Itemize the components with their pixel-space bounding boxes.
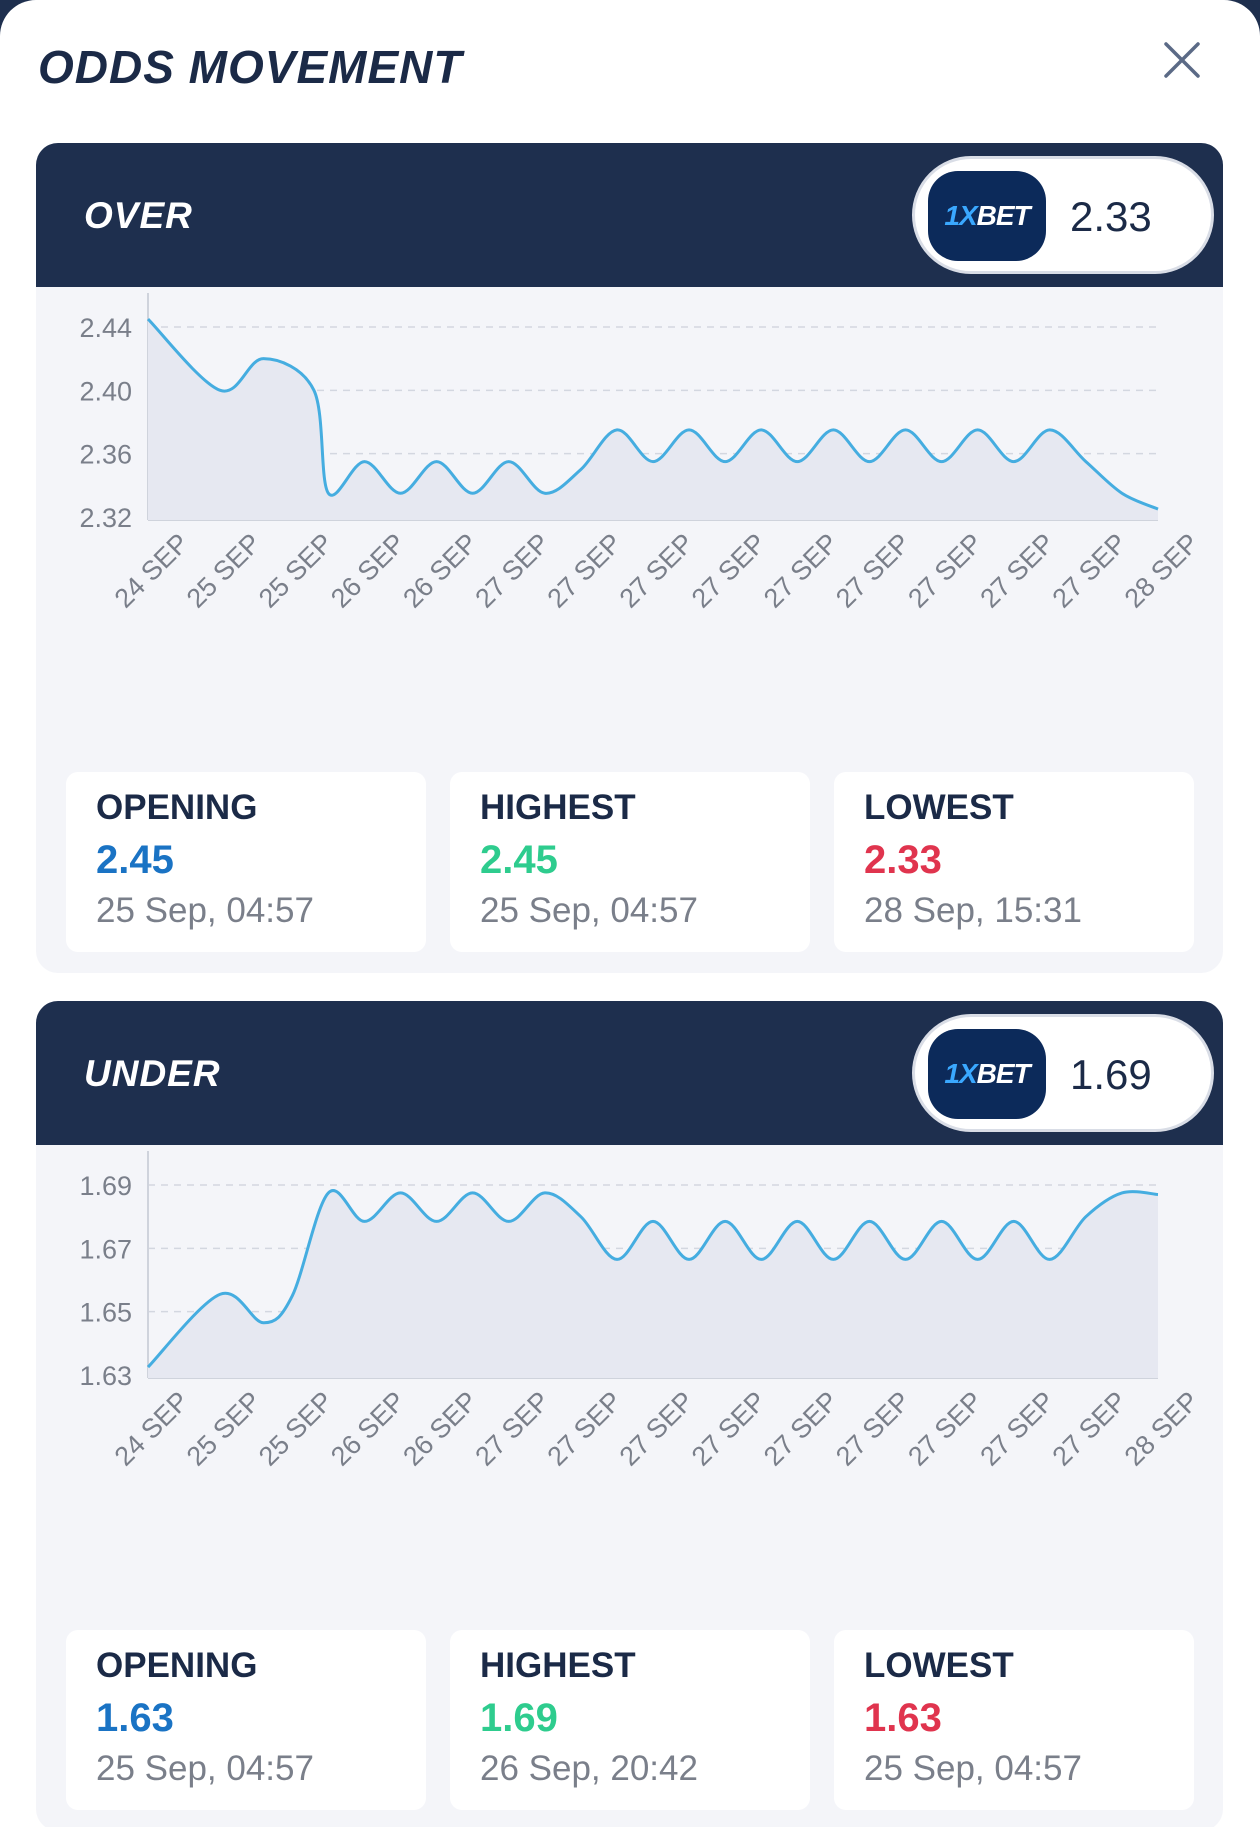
x-tick-label: 25 SEP <box>253 1386 339 1472</box>
highest-date: 25 Sep, 04:57 <box>480 891 698 930</box>
close-icon <box>1164 42 1200 78</box>
close-button[interactable] <box>1158 36 1206 84</box>
over-odds-pill[interactable]: 1XBET 2.33 <box>912 156 1214 274</box>
under-chart: 1.69 1.67 1.65 1.63 24 SEP 25 SEP 25 SEP 26 SEP… <box>36 1145 1223 1595</box>
y-tick-label: 1.63 <box>79 1361 132 1391</box>
over-label: OVER <box>84 195 193 236</box>
over-odds-value: 2.33 <box>1070 193 1152 240</box>
x-tick-label: 27 SEP <box>542 1386 628 1472</box>
under-header: UNDER 1XBET 1.69 <box>36 1001 1223 1145</box>
over-highest-stat: HIGHEST 2.45 25 Sep, 04:57 <box>450 772 810 952</box>
modal-title: ODDS MOVEMENT <box>38 41 463 93</box>
x-tick-label: 26 SEP <box>397 1386 483 1472</box>
x-tick-label: 26 SEP <box>325 1386 411 1472</box>
highest-date: 26 Sep, 20:42 <box>480 1749 698 1788</box>
lowest-label: LOWEST <box>864 1646 1014 1685</box>
under-highest-stat: HIGHEST 1.69 26 Sep, 20:42 <box>450 1630 810 1810</box>
x-tick-label: 27 SEP <box>830 1386 916 1472</box>
x-tick-label: 27 SEP <box>686 1386 772 1472</box>
opening-date: 25 Sep, 04:57 <box>96 891 314 930</box>
highest-value: 2.45 <box>480 838 558 882</box>
over-header: OVER 1XBET 2.33 <box>36 143 1223 287</box>
highest-value: 1.69 <box>480 1696 558 1740</box>
lowest-label: LOWEST <box>864 788 1014 827</box>
x-tick-label: 27 SEP <box>902 1386 988 1472</box>
over-opening-stat: OPENING 2.45 25 Sep, 04:57 <box>66 772 426 952</box>
x-tick-label: 27 SEP <box>758 528 844 614</box>
y-tick-label: 1.69 <box>79 1171 132 1201</box>
under-lowest-stat: LOWEST 1.63 25 Sep, 04:57 <box>834 1630 1194 1810</box>
y-tick-label: 2.36 <box>79 440 132 470</box>
lowest-date: 28 Sep, 15:31 <box>864 891 1082 930</box>
y-tick-label: 1.65 <box>79 1298 132 1328</box>
under-odds-pill[interactable]: 1XBET 1.69 <box>912 1014 1214 1132</box>
x-tick-label: 24 SEP <box>109 528 195 614</box>
x-tick-label: 27 SEP <box>542 528 628 614</box>
y-tick-label: 2.40 <box>79 376 132 406</box>
under-odds-value: 1.69 <box>1070 1051 1152 1098</box>
opening-value: 1.63 <box>96 1696 174 1740</box>
under-opening-stat: OPENING 1.63 25 Sep, 04:57 <box>66 1630 426 1810</box>
series-area <box>148 1190 1158 1378</box>
y-tick-label: 2.32 <box>79 503 132 533</box>
1xbet-logo: 1XBET <box>928 1029 1046 1119</box>
y-tick-label: 2.44 <box>79 313 132 343</box>
x-tick-label: 27 SEP <box>686 528 772 614</box>
opening-label: OPENING <box>96 788 258 827</box>
series-line <box>146 318 1159 511</box>
lowest-date: 25 Sep, 04:57 <box>864 1749 1082 1788</box>
x-tick-label: 27 SEP <box>614 528 700 614</box>
opening-value: 2.45 <box>96 838 174 882</box>
x-tick-label: 27 SEP <box>830 528 916 614</box>
under-label: UNDER <box>84 1053 221 1094</box>
y-tick-label: 1.67 <box>79 1234 132 1264</box>
x-tick-label: 28 SEP <box>1119 1386 1205 1472</box>
lowest-value: 2.33 <box>864 838 942 882</box>
over-chart: 2.44 2.40 2.36 2.32 24 SEP 25 SEP 25 SEP 26 SEP… <box>36 287 1223 737</box>
x-tick-label: 27 SEP <box>902 528 988 614</box>
x-tick-label: 27 SEP <box>974 1386 1060 1472</box>
1xbet-logo: 1XBET <box>928 171 1046 261</box>
x-tick-label: 27 SEP <box>614 1386 700 1472</box>
opening-label: OPENING <box>96 1646 258 1685</box>
x-tick-label: 26 SEP <box>325 528 411 614</box>
over-lowest-stat: LOWEST 2.33 28 Sep, 15:31 <box>834 772 1194 952</box>
lowest-value: 1.63 <box>864 1696 942 1740</box>
x-tick-label: 26 SEP <box>397 528 483 614</box>
x-tick-label: 24 SEP <box>109 1386 195 1472</box>
x-tick-label: 25 SEP <box>181 1386 267 1472</box>
x-tick-label: 27 SEP <box>758 1386 844 1472</box>
x-tick-label: 27 SEP <box>974 528 1060 614</box>
series-area <box>148 319 1158 520</box>
x-tick-label: 28 SEP <box>1119 528 1205 614</box>
over-card: OVER 1XBET 2.33 2.44 2.40 2.36 2.32 24 SEP 25… <box>36 143 1223 973</box>
x-tick-label: 25 SEP <box>181 528 267 614</box>
x-tick-label: 27 SEP <box>469 528 555 614</box>
x-tick-label: 27 SEP <box>1047 1386 1133 1472</box>
series-line <box>146 1189 1159 1369</box>
x-tick-label: 27 SEP <box>1047 528 1133 614</box>
opening-date: 25 Sep, 04:57 <box>96 1749 314 1788</box>
x-tick-label: 27 SEP <box>469 1386 555 1472</box>
highest-label: HIGHEST <box>480 1646 636 1685</box>
under-card: UNDER 1XBET 1.69 1.69 1.67 1.65 1.63 24 SEP 2… <box>36 1001 1223 1827</box>
x-tick-label: 25 SEP <box>253 528 339 614</box>
highest-label: HIGHEST <box>480 788 636 827</box>
